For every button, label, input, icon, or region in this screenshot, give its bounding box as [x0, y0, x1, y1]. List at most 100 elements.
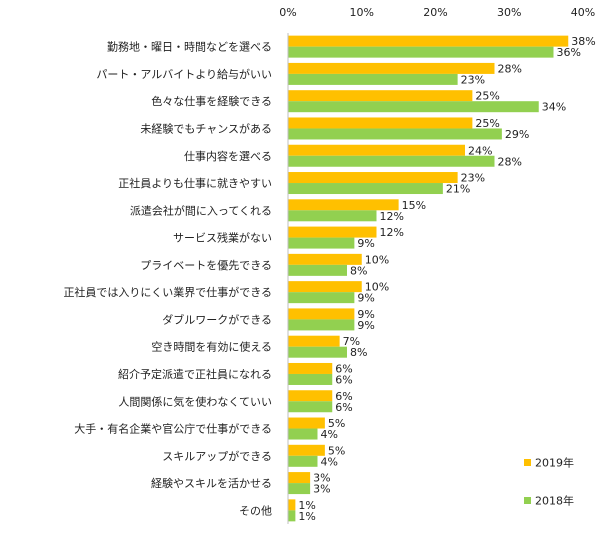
x-axis-ticks: 0% 10% 20% 30% 40% — [279, 6, 595, 19]
value-label-2018: 12% — [380, 210, 404, 223]
bar-2018 — [288, 346, 347, 358]
bar-2019 — [288, 308, 355, 320]
x-tick-label: 30% — [497, 6, 521, 19]
bar-2018 — [288, 73, 458, 85]
category-label: 色々な仕事を経験できる — [151, 94, 272, 108]
value-label-2018: 34% — [542, 101, 566, 114]
value-label-2018: 36% — [557, 46, 581, 59]
value-label-2019: 9% — [357, 308, 374, 321]
value-label-2018: 28% — [498, 155, 522, 168]
bar-2019 — [288, 417, 325, 429]
value-label-2018: 9% — [357, 319, 374, 332]
category-label: プライベートを優先できる — [140, 259, 272, 272]
bar-2018 — [288, 401, 333, 413]
value-labels: 38%36%28%23%25%34%25%29%24%28%23%21%15%1… — [298, 35, 595, 523]
category-label: 紹介予定派遣で正社員になれる — [118, 367, 272, 381]
category-label: ダブルワークができる — [162, 312, 272, 326]
category-label: 大手・有名企業や官公庁で仕事ができる — [74, 422, 272, 436]
value-label-2019: 10% — [365, 281, 389, 294]
value-label-2018: 23% — [461, 73, 485, 86]
bar-2019 — [288, 472, 311, 484]
value-label-2018: 8% — [350, 264, 367, 277]
value-label-2018: 29% — [505, 128, 529, 141]
bar-2018 — [288, 455, 318, 467]
category-label: パート・アルバイトより給与がいい — [96, 67, 272, 81]
bar-2019 — [288, 144, 465, 156]
value-label-2018: 3% — [313, 483, 330, 496]
bar-2018 — [288, 264, 347, 276]
bar-2018 — [288, 483, 311, 495]
value-label-2018: 4% — [321, 455, 338, 468]
bar-2018 — [288, 101, 539, 113]
category-labels: 勤務地・曜日・時間などを選べるパート・アルバイトより給与がいい色々な仕事を経験で… — [63, 40, 272, 518]
category-label: 正社員よりも仕事に就きやすい — [118, 176, 272, 190]
category-label: 人間関係に気を使わなくていい — [118, 394, 272, 408]
legend-label-2019: 2019年 — [535, 456, 574, 470]
value-label-2019: 15% — [402, 199, 426, 212]
value-label-2019: 23% — [461, 172, 485, 185]
x-tick-label: 20% — [423, 6, 447, 19]
value-label-2019: 6% — [335, 390, 352, 403]
bar-2018 — [288, 510, 296, 522]
value-label-2018: 21% — [446, 183, 470, 196]
bar-2018 — [288, 183, 443, 195]
value-label-2019: 5% — [328, 444, 345, 457]
category-label: その他 — [239, 504, 272, 517]
value-label-2019: 25% — [475, 90, 499, 103]
category-label: 仕事内容を選べる — [184, 149, 272, 163]
bar-2018 — [288, 292, 355, 304]
category-label: スキルアップができる — [162, 449, 272, 463]
bar-2018 — [288, 46, 554, 58]
value-label-2018: 6% — [335, 401, 352, 414]
bar-2019 — [288, 62, 495, 74]
value-label-2018: 4% — [321, 428, 338, 441]
category-label: 空き時間を有効に使える — [151, 340, 272, 354]
bar-2019 — [288, 281, 362, 293]
bar-2019 — [288, 499, 296, 511]
x-tick-label: 10% — [350, 6, 374, 19]
value-label-2018: 9% — [357, 292, 374, 305]
value-label-2019: 24% — [468, 144, 492, 157]
category-label: 未経験でもチャンスがある — [140, 121, 272, 135]
legend-swatch-2018 — [524, 497, 531, 504]
value-label-2018: 6% — [335, 373, 352, 386]
value-label-2018: 9% — [357, 237, 374, 250]
value-label-2018: 8% — [350, 346, 367, 359]
value-label-2019: 10% — [365, 253, 389, 266]
category-label: 経験やスキルを活かせる — [151, 476, 272, 490]
bar-2019 — [288, 390, 333, 402]
value-label-2019: 7% — [343, 335, 360, 348]
value-label-2019: 1% — [298, 499, 315, 512]
bar-2018 — [288, 319, 355, 331]
x-tick-label: 40% — [571, 6, 595, 19]
bar-2018 — [288, 373, 333, 385]
x-tick-label: 0% — [279, 6, 296, 19]
bar-2019 — [288, 335, 340, 347]
bar-2019 — [288, 199, 399, 211]
legend-swatch-2019 — [524, 459, 531, 466]
bar-2018 — [288, 428, 318, 440]
value-label-2019: 25% — [475, 117, 499, 130]
bar-2019 — [288, 362, 333, 374]
value-label-2019: 5% — [328, 417, 345, 430]
bar-2019 — [288, 253, 362, 265]
value-label-2019: 6% — [335, 362, 352, 375]
bars — [288, 35, 569, 522]
bar-2019 — [288, 444, 325, 456]
value-label-2019: 12% — [380, 226, 404, 239]
legend-label-2018: 2018年 — [535, 494, 574, 508]
bar-2018 — [288, 155, 495, 167]
legend: 2019年 2018年 — [524, 456, 574, 508]
category-label: 派遣会社が間に入ってくれる — [130, 203, 272, 217]
category-label: 正社員では入りにくい業界で仕事ができる — [63, 285, 272, 299]
value-label-2019: 38% — [571, 35, 595, 48]
bar-2018 — [288, 210, 377, 222]
bar-2019 — [288, 90, 473, 102]
bar-2019 — [288, 117, 473, 129]
category-label: サービス残業がない — [173, 231, 272, 245]
category-label: 勤務地・曜日・時間などを選べる — [107, 40, 272, 54]
value-label-2018: 1% — [298, 510, 315, 523]
bar-2019 — [288, 172, 458, 184]
bar-2018 — [288, 237, 355, 249]
